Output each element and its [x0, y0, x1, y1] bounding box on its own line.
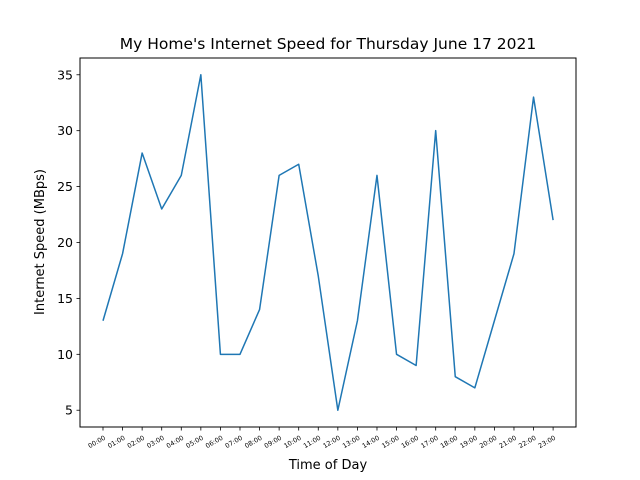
- series-line-0: [102, 74, 554, 411]
- y-tick-label-15: 15: [57, 291, 73, 306]
- y-tick-label-5: 5: [65, 403, 73, 418]
- y-tick-label-20: 20: [57, 235, 73, 250]
- y-tick-label-10: 10: [57, 347, 73, 362]
- y-axis-label: Internet Speed (MBps): [33, 169, 48, 315]
- y-tick-label-25: 25: [57, 179, 73, 194]
- x-axis-label: Time of Day: [288, 458, 368, 473]
- chart-title: My Home's Internet Speed for Thursday Ju…: [120, 35, 537, 53]
- y-tick-label-30: 30: [57, 123, 73, 138]
- y-tick-label-35: 35: [57, 67, 73, 82]
